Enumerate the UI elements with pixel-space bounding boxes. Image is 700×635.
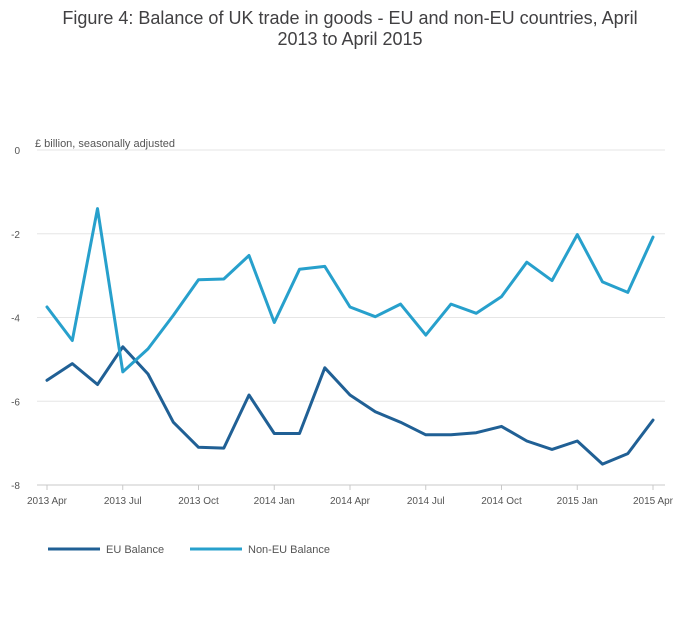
series-lines (45, 207, 655, 466)
y-tick-label: -2 (11, 230, 20, 241)
chart-title-line-2: 2013 to April 2015 (277, 29, 422, 49)
y-tick-label: -8 (11, 481, 20, 492)
chart-legend: EU Balance Non-EU Balance (48, 544, 330, 556)
y-tick-label: -4 (11, 314, 20, 325)
y-axis-ticks: 0 -2 -4 -6 -8 (11, 146, 20, 492)
legend-label: Non-EU Balance (248, 544, 330, 556)
x-tick-label: 2015 Apr (633, 496, 674, 507)
x-axis-ticks: 2013 Apr 2013 Jul 2013 Oct 2014 Jan 2014 Apr… (27, 485, 674, 507)
x-tick-label: 2014 Oct (481, 496, 522, 507)
y-axis-unit-label: £ billion, seasonally adjusted (35, 138, 175, 150)
y-tick-label: 0 (14, 146, 20, 157)
x-tick-label: 2014 Jan (254, 496, 295, 507)
x-tick-label: 2015 Jan (557, 496, 598, 507)
x-tick-label: 2013 Jul (104, 496, 142, 507)
x-tick-label: 2014 Apr (330, 496, 371, 507)
x-tick-label: 2013 Apr (27, 496, 68, 507)
series-line-non-eu-balance (45, 207, 655, 374)
x-tick-label: 2013 Oct (178, 496, 219, 507)
gridlines (37, 149, 665, 486)
chart-title-line-1: Figure 4: Balance of UK trade in goods -… (62, 8, 637, 28)
series-line-eu-balance (45, 345, 655, 466)
y-tick-label: -6 (11, 397, 20, 408)
legend-label: EU Balance (106, 544, 164, 556)
x-tick-label: 2014 Jul (407, 496, 445, 507)
